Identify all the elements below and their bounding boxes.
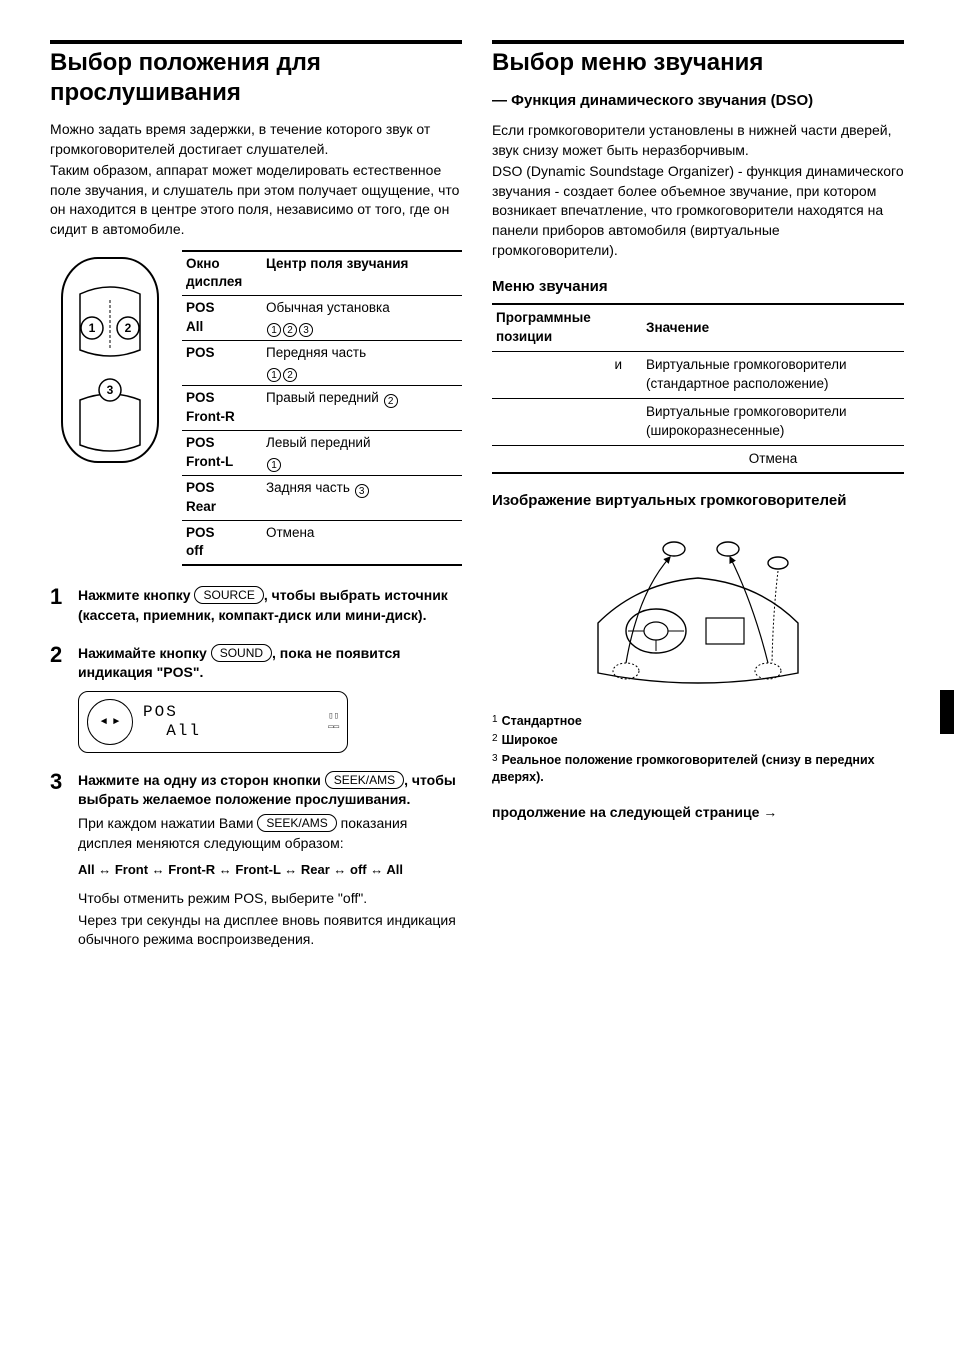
pos-th-1: Центр поля звучания <box>262 251 462 296</box>
cell-v: Задняя часть <box>266 480 350 495</box>
left-column: Выбор положения для прослушивания Можно … <box>50 40 462 968</box>
intro-p1: Можно задать время задержки, в течение к… <box>50 120 462 159</box>
step-2: Нажимайте кнопку SOUND, пока не появится… <box>50 644 462 753</box>
table-row: POS Rear Задняя часть 3 <box>182 475 462 520</box>
lcd-line1: POS <box>143 703 178 721</box>
table-row: POS Front-L Левый передний1 <box>182 430 462 475</box>
right-subtitle: — Функция динамического звучания (DSO) <box>492 90 904 111</box>
dashboard-illustration <box>492 523 904 699</box>
position-table: Окно дисплея Центр поля звучания POS All… <box>182 250 462 567</box>
sound-th-1: Значение <box>642 304 904 351</box>
step-1: Нажмите кнопку SOURCE, чтобы выбрать ист… <box>50 586 462 625</box>
lcd-readout: POS All <box>143 703 201 741</box>
car-table-row: 1 2 3 Окно дисплея Центр поля звучания <box>50 250 462 567</box>
cell-v: Правый передний <box>266 390 379 405</box>
right-intro-p1: Если громкоговорители установлены в нижн… <box>492 121 904 160</box>
sound-k-2 <box>492 445 642 473</box>
table-row: Виртуальные громкоговорители (широкоразн… <box>492 398 904 445</box>
table-row: POS off Отмена <box>182 520 462 565</box>
svg-text:2: 2 <box>125 321 132 335</box>
cell-k: POS <box>186 345 215 360</box>
sound-v-1: Виртуальные громкоговорители (широкоразн… <box>642 398 904 445</box>
sound-v-0: Виртуальные громкоговорители (стандартно… <box>642 351 904 398</box>
fn-3: Реальное положение громкоговорителей (сн… <box>492 753 875 785</box>
steps-list: Нажмите кнопку SOURCE, чтобы выбрать ист… <box>50 586 462 950</box>
cell-k: POS off <box>186 525 215 559</box>
svg-text:1: 1 <box>89 321 96 335</box>
fn-2: Широкое <box>502 733 558 747</box>
cell-v: Обычная установка <box>266 300 390 315</box>
table-row: POS Передняя часть12 <box>182 341 462 386</box>
table-row: POS Front-R Правый передний 2 <box>182 386 462 431</box>
sound-table: Программные позиции Значение и Виртуальн… <box>492 303 904 474</box>
page: Выбор положения для прослушивания Можно … <box>50 40 904 968</box>
seek-ams-button-2: SEEK/AMS <box>257 814 336 832</box>
pos-th-0: Окно дисплея <box>182 251 262 296</box>
knob-icon: ◄ ► <box>87 699 133 745</box>
fn-1: Стандартное <box>502 714 582 728</box>
sound-k-0: и <box>492 351 642 398</box>
step-3: Нажмите на одну из сторон кнопки SEEK/AM… <box>50 771 462 950</box>
step3-lead-pre: Нажмите на одну из сторон кнопки <box>78 772 325 788</box>
side-tab <box>940 690 954 734</box>
left-title: Выбор положения для прослушивания <box>50 40 462 108</box>
continue-note: продолжение на следующей странице → <box>492 803 904 823</box>
right-title: Выбор меню звучания <box>492 40 904 78</box>
svg-text:3: 3 <box>107 383 114 397</box>
sound-menu-heading: Меню звучания <box>492 276 904 297</box>
seek-ams-button: SEEK/AMS <box>325 771 404 789</box>
lcd-display: ◄ ► POS All ▯▯▭▭ <box>78 691 348 753</box>
sound-th-0: Программные позиции <box>492 304 642 351</box>
left-intro: Можно задать время задержки, в течение к… <box>50 120 462 240</box>
source-button: SOURCE <box>194 586 263 604</box>
cell-k: POS All <box>186 300 215 334</box>
table-row: Отмена <box>492 445 904 473</box>
sound-v-2: Отмена <box>642 445 904 473</box>
right-intro-p2: DSO (Dynamic Soundstage Organizer) - фун… <box>492 162 904 260</box>
cell-v: Отмена <box>266 525 314 540</box>
lcd-line2: All <box>166 722 201 740</box>
step1-pre: Нажмите кнопку <box>78 587 194 603</box>
step2-pre: Нажимайте кнопку <box>78 645 211 661</box>
cell-k: POS Front-L <box>186 435 233 469</box>
illus-heading: Изображение виртуальных громкоговорителе… <box>492 490 904 511</box>
intro-p2: Таким образом, аппарат может моделироват… <box>50 161 462 239</box>
after-3s-note: Через три секунды на дисплее вновь появи… <box>78 911 462 950</box>
step3-body-pre: При каждом нажатии Вами <box>78 815 257 831</box>
cell-v: Передняя часть <box>266 345 366 360</box>
car-diagram: 1 2 3 <box>50 250 170 476</box>
cycle-sequence: All ↔ Front ↔ Front-R ↔ Front-L ↔ Rear ↔… <box>78 861 462 879</box>
right-intro: Если громкоговорители установлены в нижн… <box>492 121 904 260</box>
table-row: POS All Обычная установка123 <box>182 296 462 341</box>
right-column: Выбор меню звучания — Функция динамическ… <box>492 40 904 968</box>
cell-v: Левый передний <box>266 435 371 450</box>
cell-k: POS Rear <box>186 480 216 514</box>
lcd-decor: ▯▯▭▭ <box>211 711 339 733</box>
sound-button: SOUND <box>211 644 272 662</box>
table-row: и Виртуальные громкоговорители (стандарт… <box>492 351 904 398</box>
footnotes: 1Стандартное 2Широкое 3Реальное положени… <box>492 713 904 787</box>
cancel-note: Чтобы отменить режим POS, выберите "off"… <box>78 889 462 909</box>
cell-k: POS Front-R <box>186 390 235 424</box>
sound-k-1 <box>492 398 642 445</box>
